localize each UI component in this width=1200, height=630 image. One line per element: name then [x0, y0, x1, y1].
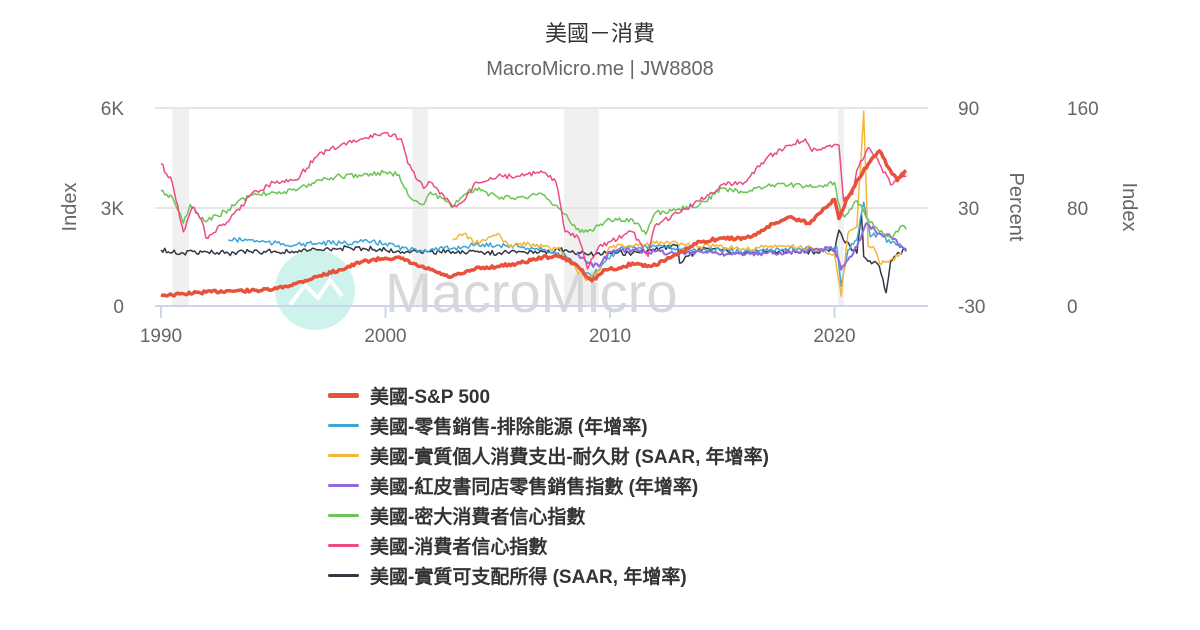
legend-swatch-icon	[328, 573, 359, 577]
x-tick-label: 2010	[589, 326, 631, 347]
x-tick-label: 2020	[813, 326, 855, 347]
legend-item-redbook[interactable]: 美國-紅皮書同店零售銷售指數 (年增率)	[328, 470, 769, 500]
legend-label: 美國-密大消費者信心指數	[370, 506, 586, 528]
percent-axis-title: Percent	[1005, 173, 1027, 242]
left-axis-title: Index	[59, 183, 81, 232]
x-tick-label: 2000	[364, 326, 406, 347]
legend-label: 美國-S&P 500	[370, 386, 491, 408]
series-line	[160, 149, 908, 298]
legend-label: 美國-實質可支配所得 (SAAR, 年增率)	[370, 566, 687, 588]
gridlines	[155, 107, 928, 209]
legend-item-consumer-confidence[interactable]: 美國-消費者信心指數	[328, 530, 769, 560]
chart-title: 美國－消費	[544, 21, 655, 46]
legend-swatch-icon	[328, 392, 359, 398]
series-line	[452, 110, 903, 297]
legend-label: 美國-紅皮書同店零售銷售指數 (年增率)	[370, 476, 699, 498]
legend-item-real-disposable-income[interactable]: 美國-實質可支配所得 (SAAR, 年增率)	[328, 560, 769, 590]
series-line	[160, 132, 907, 270]
right-index-axis-title: Index	[1118, 183, 1140, 232]
legend-item-retail-sales[interactable]: 美國-零售銷售-排除能源 (年增率)	[328, 410, 769, 440]
legend-label: 美國-消費者信心指數	[370, 536, 548, 558]
left-tick-3k: 3K	[101, 199, 125, 220]
legend-swatch-icon	[328, 483, 359, 487]
left-tick-6k: 6K	[101, 99, 125, 120]
legend-label: 美國-零售銷售-排除能源 (年增率)	[370, 416, 648, 438]
series-line	[160, 169, 907, 239]
series-lines	[160, 110, 908, 298]
legend-swatch-icon	[328, 423, 359, 427]
left-tick-0: 0	[113, 297, 124, 318]
index-tick-160: 160	[1067, 99, 1099, 120]
chart-subtitle: MacroMicro.me | JW8808	[486, 58, 714, 80]
legend: 美國-S&P 500 美國-零售銷售-排除能源 (年增率) 美國-實質個人消費支…	[328, 380, 769, 590]
percent-axis: 90 30 -30 Percent	[958, 99, 1027, 318]
series-line	[575, 222, 908, 271]
legend-item-durable-pce[interactable]: 美國-實質個人消費支出-耐久財 (SAAR, 年增率)	[328, 440, 769, 470]
legend-swatch-icon	[328, 453, 359, 457]
percent-tick-minus30: -30	[958, 297, 985, 318]
x-axis-ticks: 1990 2000 2010 2020	[140, 306, 856, 347]
left-axis: 6K 3K 0 Index	[59, 99, 124, 318]
index-tick-0: 0	[1067, 297, 1078, 318]
legend-label: 美國-實質個人消費支出-耐久財 (SAAR, 年增率)	[370, 446, 769, 468]
watermark: MacroMicro	[275, 250, 677, 330]
legend-item-umich-sentiment[interactable]: 美國-密大消費者信心指數	[328, 500, 769, 530]
series-line	[160, 212, 907, 294]
legend-item-sp500[interactable]: 美國-S&P 500	[328, 380, 769, 410]
right-index-axis: 160 80 0 Index	[1067, 99, 1140, 318]
index-tick-80: 80	[1067, 199, 1088, 220]
x-tick-label: 1990	[140, 326, 182, 347]
percent-tick-30: 30	[958, 199, 979, 220]
percent-tick-90: 90	[958, 99, 979, 120]
legend-swatch-icon	[328, 543, 359, 547]
legend-swatch-icon	[328, 513, 359, 517]
chart-plot: MacroMicro 1990 2000 2010 2020 6K 3K 0 Inde…	[59, 99, 1140, 347]
macromicro-logo-icon	[275, 250, 355, 330]
